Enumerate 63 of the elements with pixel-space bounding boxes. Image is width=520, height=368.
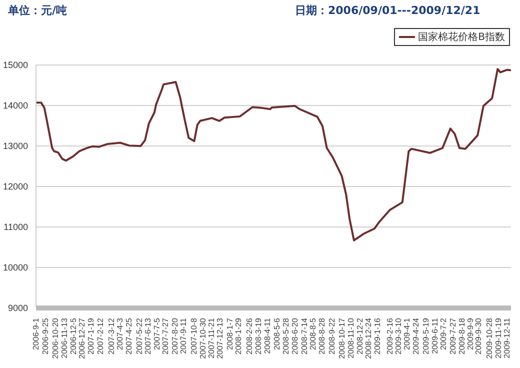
x-tick-label: 2007-5-22 — [135, 317, 144, 354]
x-tick-label: 2007-4-25 — [124, 317, 134, 354]
x-tick-label: 2008-2-26 — [245, 317, 254, 354]
x-tick-label: 2008-10-17 — [337, 317, 346, 359]
y-axis-title: 单位：元/吨 — [8, 3, 68, 18]
x-tick-label: 2009-11-19 — [494, 317, 503, 358]
x-tick-label: 2008-4-11 — [262, 317, 272, 354]
legend-label: 国家棉花价格B指数 — [418, 30, 505, 44]
y-tick-label: 15000 — [2, 60, 28, 70]
x-tick-label: 2008-8-28 — [318, 317, 327, 354]
x-tick-label: 2007-7-27 — [160, 317, 170, 354]
x-tick-label: 2007-9-11 — [179, 317, 188, 354]
x-tick-label: 2007-7-5 — [152, 317, 162, 350]
y-tick-label: 13000 — [2, 141, 28, 152]
x-tick-label: 2009-1-16 — [373, 317, 382, 354]
x-tick-label: 2007-8-20 — [170, 317, 180, 354]
x-tick-label: 2009-8-18 — [457, 317, 466, 354]
y-tick-label: 14000 — [2, 100, 28, 111]
x-tick-label: 2007-4-3 — [116, 317, 125, 350]
x-tick-label: 2009-4-24 — [412, 317, 421, 354]
x-tick-label: 2008-8-5 — [308, 317, 318, 350]
x-tick-label: 2008-12-2 — [355, 317, 364, 354]
x-tick-label: 2007-6-13 — [144, 317, 153, 354]
x-tick-label: 2009-12-11 — [502, 317, 512, 358]
x-tick-label: 2008-1-29 — [234, 317, 244, 354]
x-tick-label: 2008-5-6 — [272, 317, 282, 350]
x-tick-label: 2007-1-19 — [86, 317, 96, 354]
x-tick-label: 2009-7-2 — [438, 317, 448, 350]
x-tick-label: 2008-1-7 — [226, 317, 235, 350]
x-tick-label: 2006-12-5 — [68, 317, 78, 354]
x-tick-label: 2009-3-10 — [394, 317, 403, 354]
x-tick-label: 2008-6-20 — [290, 317, 300, 354]
x-tick-label: 2009-9-30 — [474, 317, 484, 354]
x-tick-label: 2008-9-22 — [327, 317, 336, 354]
chart-title: 日期：2006/09/01---2009/12/21 — [295, 3, 480, 18]
x-tick-label: 2009-10-28 — [485, 317, 494, 359]
x-tick-label: 2006-12-27 — [78, 317, 87, 359]
x-tick-label: 2006-11-13 — [60, 317, 70, 358]
x-tick-label: 2009-4-1 — [402, 317, 412, 350]
y-tick-label: 10000 — [2, 262, 28, 273]
x-tick-label: 2006-9-25 — [40, 317, 50, 354]
x-tick-label: 2007-11-21 — [207, 317, 216, 358]
x-tick-label: 2008-11-10 — [346, 317, 356, 358]
x-tick-label: 2007-10-30 — [198, 317, 208, 359]
x-tick-label: 2007-2-12 — [96, 317, 106, 354]
x-tick-label: 2006-9-1 — [32, 317, 40, 350]
line-series — [36, 68, 511, 242]
x-tick-label: 2009-6-11 — [430, 317, 440, 354]
x-tick-label: 2008-5-28 — [281, 317, 290, 354]
x-tick-label: 2007-12-13 — [216, 317, 225, 359]
x-tick-label: 2007-10-8 — [190, 317, 199, 354]
x-tick-label: 2007-3-12 — [107, 317, 116, 354]
x-tick-label: 2009-5-19 — [421, 317, 430, 354]
x-tick-label: 2008-12-24 — [364, 317, 374, 359]
x-tick-label: 2009-9-9 — [466, 317, 475, 350]
x-tick-label: 2009-7-27 — [448, 317, 458, 354]
x-tick-label: 2009-2-16 — [385, 317, 394, 354]
x-tick-label: 2008-3-19 — [254, 317, 263, 354]
x-tick-label: 2008-7-14 — [300, 317, 309, 354]
y-tick-label: 11000 — [4, 222, 28, 232]
y-tick-label: 12000 — [2, 182, 28, 192]
x-tick-label: 2006-10-20 — [50, 317, 60, 359]
y-tick-label: 9000 — [8, 303, 28, 314]
